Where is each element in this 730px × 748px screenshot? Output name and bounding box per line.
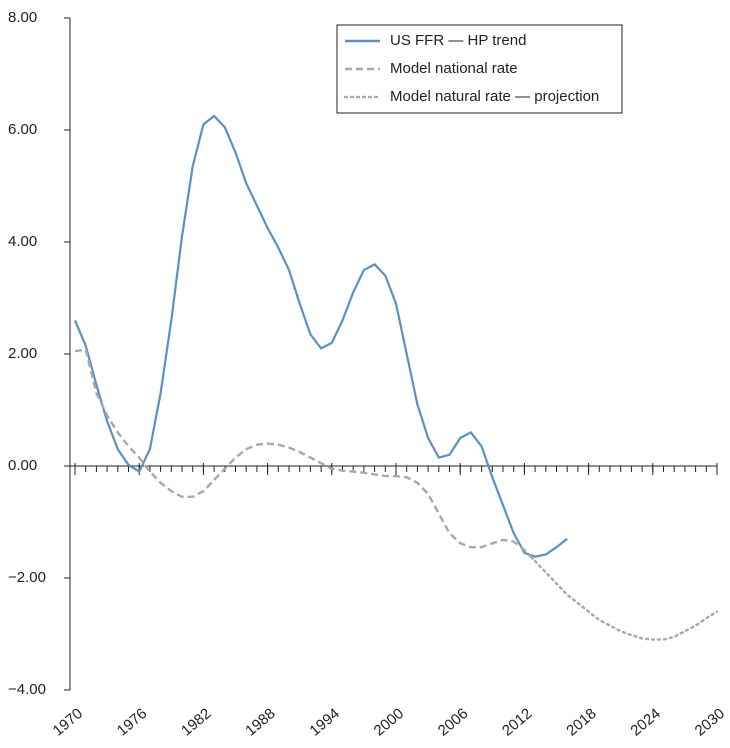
y-tick-label: 8.00 — [8, 9, 37, 26]
y-tick-label: 0.00 — [8, 457, 37, 474]
y-tick-label: 4.00 — [8, 233, 37, 250]
x-tick-label: 2030 — [692, 705, 728, 739]
series-line — [74, 348, 536, 563]
legend-label: US FFR — HP trend — [390, 32, 526, 49]
x-tick-label: 1988 — [242, 705, 278, 739]
x-tick-label: 1982 — [178, 705, 214, 739]
y-tick-label: 6.00 — [8, 121, 37, 138]
y-tick-label: −4.00 — [8, 681, 46, 698]
x-tick-label: 2000 — [371, 705, 407, 739]
y-tick-label: −2.00 — [8, 569, 46, 586]
x-tick-label: 2018 — [563, 705, 599, 739]
x-tick-label: 1976 — [114, 705, 150, 739]
series-line — [73, 114, 568, 558]
x-tick-label: 2024 — [627, 705, 663, 739]
x-tick-label: 2006 — [435, 705, 471, 739]
x-tick-label: 1994 — [306, 705, 342, 739]
y-tick-label: 2.00 — [8, 345, 37, 362]
series-line — [533, 560, 719, 641]
legend-box — [336, 24, 623, 114]
x-tick-label: 1970 — [50, 705, 86, 739]
x-tick-label: 2012 — [499, 705, 535, 739]
legend-label: Model national rate — [390, 60, 518, 77]
legend-label: Model natural rate — projection — [390, 88, 599, 105]
